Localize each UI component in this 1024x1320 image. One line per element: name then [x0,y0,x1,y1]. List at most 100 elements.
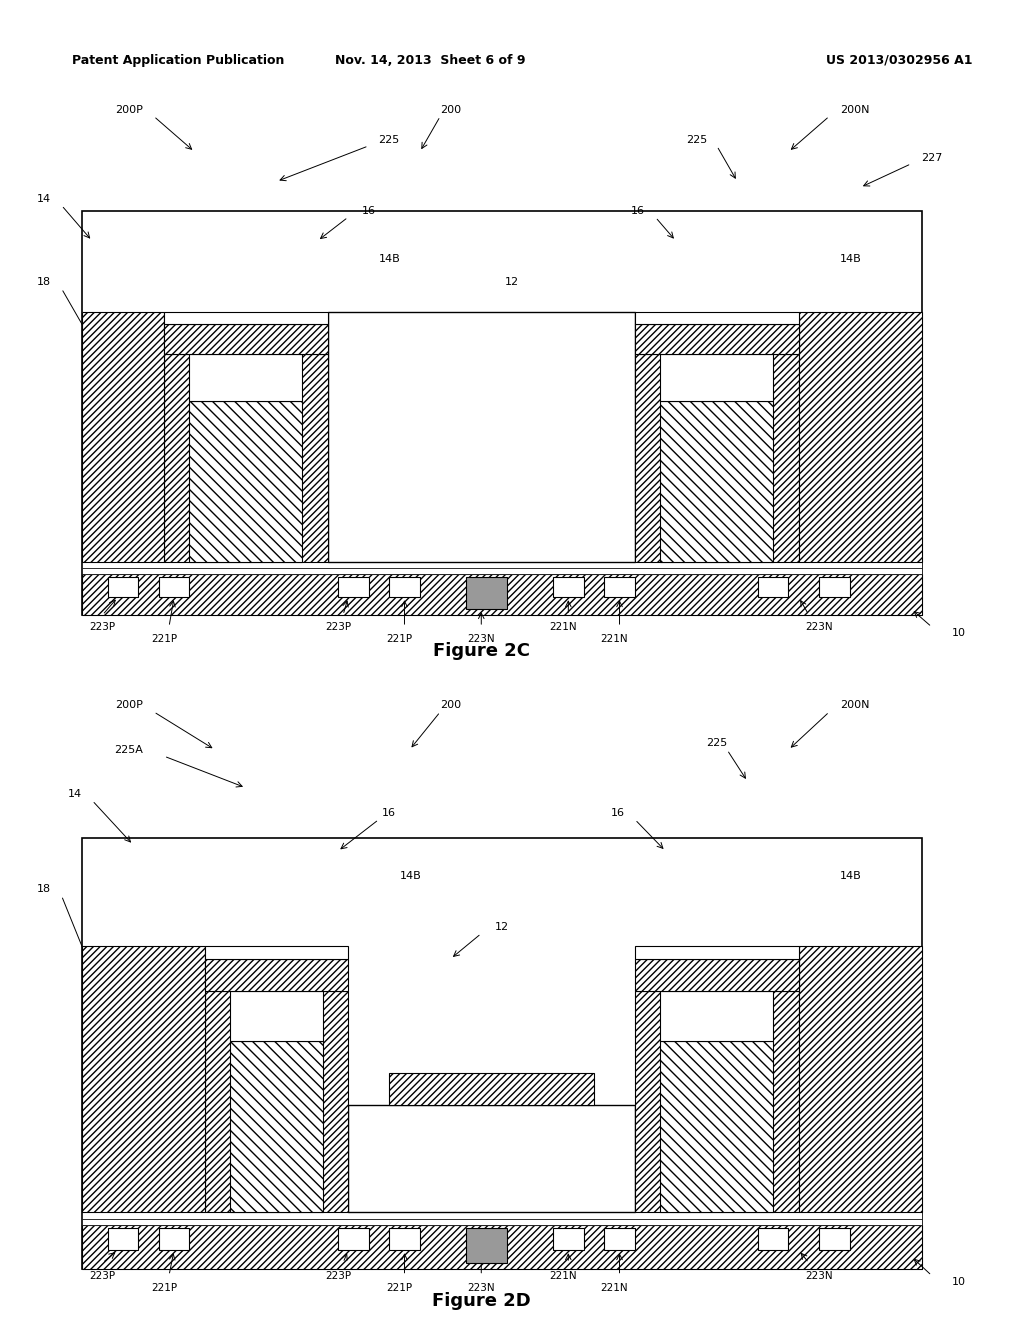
Bar [159,577,189,597]
Bar [82,562,922,568]
Bar [205,946,348,958]
Text: 200: 200 [440,106,462,115]
Bar [819,577,850,597]
Bar [82,313,164,562]
Text: 221N: 221N [601,634,628,644]
Text: 221P: 221P [386,634,413,644]
Text: 200N: 200N [840,701,869,710]
Text: 14B: 14B [840,871,861,882]
Bar [164,354,328,562]
Text: 221P: 221P [151,1283,177,1294]
Text: 10: 10 [952,628,967,638]
Bar [189,401,302,562]
Bar [328,313,635,562]
Bar [635,354,799,562]
Text: US 2013/0302956 A1: US 2013/0302956 A1 [826,54,973,66]
Text: 200: 200 [440,701,462,710]
Bar [660,354,773,401]
Text: Figure 2D: Figure 2D [432,1292,530,1309]
Text: 14B: 14B [399,871,421,882]
Text: 200P: 200P [116,106,143,115]
Text: 200P: 200P [116,701,143,710]
Bar [660,401,773,562]
Text: 221N: 221N [550,622,577,632]
Bar [338,1228,369,1250]
Bar [635,946,799,958]
Text: 16: 16 [361,206,376,216]
Bar [799,313,922,562]
Text: 223P: 223P [89,622,116,632]
Bar [82,211,922,615]
Text: 18: 18 [37,277,51,288]
Text: 223N: 223N [806,622,833,632]
Text: 12: 12 [505,277,519,288]
Bar [758,1228,788,1250]
Bar [230,1041,323,1212]
Text: 200N: 200N [840,106,869,115]
Text: 223P: 223P [89,1271,116,1280]
Text: 14: 14 [37,194,51,205]
Bar [389,1228,420,1250]
Bar [82,1225,922,1270]
Bar [553,1228,584,1250]
Bar [82,838,922,1270]
Bar [108,1228,138,1250]
Text: 221N: 221N [601,1283,628,1294]
Text: 225: 225 [379,135,399,145]
Bar [635,313,799,325]
Text: 14B: 14B [840,253,861,264]
Text: 14A: 14A [840,998,861,1008]
Bar [660,1041,773,1212]
Text: 16: 16 [631,206,645,216]
Text: 14: 14 [68,789,82,799]
Bar [338,577,369,597]
Bar [466,1228,507,1263]
Bar [159,1228,189,1250]
Bar [230,990,323,1041]
Text: 14A: 14A [840,372,861,383]
Bar [389,1073,594,1105]
Text: 223P: 223P [325,622,351,632]
Bar [205,958,348,990]
Bar [82,568,922,573]
Bar [389,577,420,597]
Bar [466,577,507,609]
Bar [348,1105,635,1212]
Bar [799,946,922,1212]
Text: 223P: 223P [325,1271,351,1280]
Text: 221P: 221P [151,634,177,644]
Text: 16: 16 [610,808,625,818]
Bar [635,958,799,990]
Bar [82,1212,922,1218]
Bar [82,946,205,1212]
Text: 225: 225 [686,135,707,145]
Bar [819,1228,850,1250]
Bar [82,573,922,615]
Text: Figure 2C: Figure 2C [433,642,529,660]
Bar [604,1228,635,1250]
Bar [604,577,635,597]
Text: 223N: 223N [468,634,495,644]
Text: 227: 227 [922,153,943,162]
Text: Nov. 14, 2013  Sheet 6 of 9: Nov. 14, 2013 Sheet 6 of 9 [335,54,525,66]
Bar [635,990,799,1212]
Text: 16: 16 [382,808,396,818]
Text: 221P: 221P [386,1283,413,1294]
Bar [635,323,799,354]
Bar [108,577,138,597]
Text: 223N: 223N [806,1271,833,1280]
Bar [205,990,348,1212]
Bar [164,323,328,354]
Text: 18: 18 [37,884,51,894]
Bar [189,354,302,401]
Text: 225: 225 [707,738,727,748]
Bar [660,990,773,1041]
Text: Patent Application Publication: Patent Application Publication [72,54,284,66]
Bar [82,313,164,562]
Text: 223N: 223N [468,1283,495,1294]
Bar [164,313,328,325]
Bar [758,577,788,597]
Text: 12: 12 [495,923,509,932]
Text: 225A: 225A [115,744,143,755]
Text: 10: 10 [952,1276,967,1287]
